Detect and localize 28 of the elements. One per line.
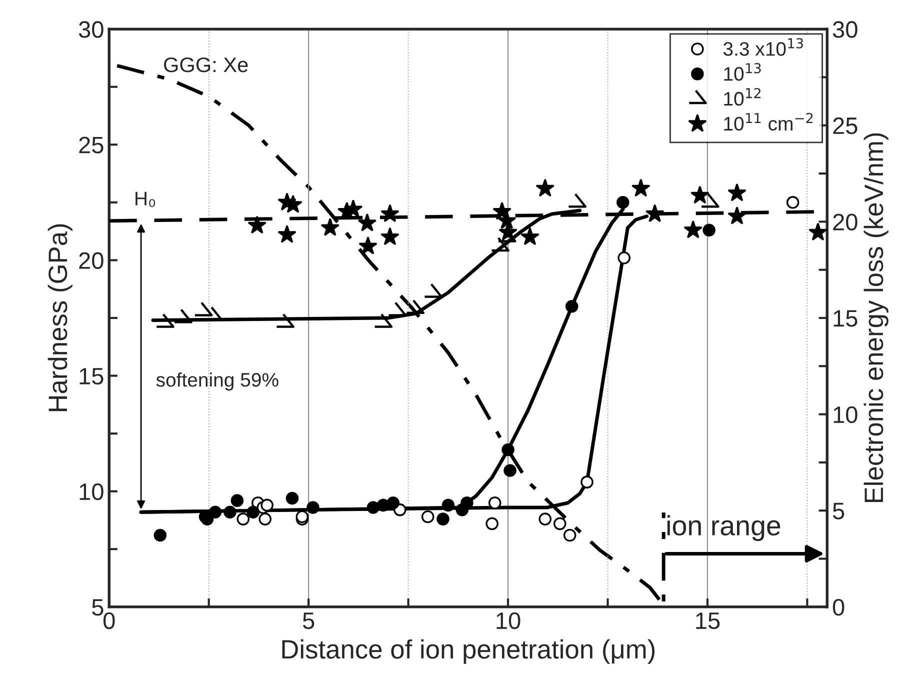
y2-tick-label: 0: [832, 598, 844, 616]
y2-tick-label: 5: [832, 502, 844, 520]
x-tick-label: 0: [103, 612, 115, 630]
y-axis-title: Hardness (GPa): [48, 224, 72, 412]
annotation: GGG: Xe: [164, 57, 248, 72]
y2-tick-label: 10: [834, 406, 858, 424]
legend-label: 10$^{12}$: [724, 88, 760, 106]
y-tick-label: 25: [79, 136, 104, 154]
x-tick-label: 5: [302, 612, 314, 630]
annotation: ion range: [667, 515, 780, 542]
y2-axis-title: Electronic energy loss (keV/nm): [864, 133, 888, 502]
x-tick-label: 10: [496, 612, 520, 630]
y-tick-label: 15: [80, 368, 104, 385]
y-tick-label: 20: [79, 252, 104, 269]
legend-label: 10$^{13}$: [724, 63, 761, 81]
y2-tick-label: 20: [833, 214, 858, 230]
x-tick-label: 15: [696, 612, 720, 630]
y-tick-label: 10: [80, 483, 104, 500]
y2-tick-label: 25: [833, 117, 858, 134]
annotation: softening 59%: [156, 372, 278, 391]
legend-label: 3.3 x10$^{13}$: [723, 38, 803, 56]
x-axis-title: Distance of ion penetration (μm): [282, 639, 655, 664]
annotation: H₀: [136, 192, 156, 208]
y2-tick-label: 15: [834, 310, 858, 327]
y2-tick-label: 30: [832, 21, 858, 38]
y-tick-label: 30: [78, 21, 104, 38]
legend-label: 10$^{11}$ cm$^{−2}$: [724, 112, 813, 131]
y-tick-label: 5: [92, 599, 104, 616]
